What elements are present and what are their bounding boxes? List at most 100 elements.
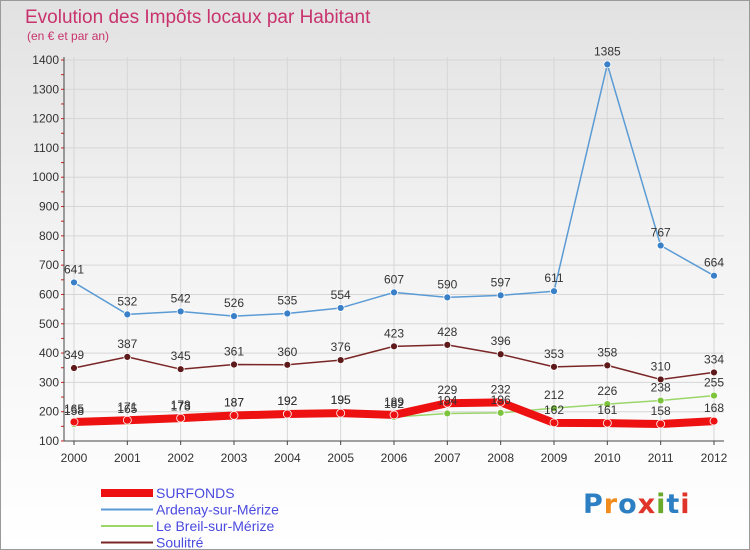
logo-letter: t [666,489,681,520]
y-tick-label: 1300 [32,82,59,96]
data-label: 255 [704,376,724,390]
data-point [230,312,238,321]
data-point [496,350,505,359]
y-tick-label: 1100 [33,141,59,155]
x-tick-label: 2011 [648,451,674,465]
data-label: 162 [544,403,564,417]
data-point [123,310,132,319]
data-label: 387 [117,337,137,351]
data-label: 1385 [594,44,621,58]
data-label: 310 [651,359,671,373]
data-point [230,360,238,369]
data-point [709,416,719,426]
data-point [656,396,665,405]
data-point [443,293,452,302]
data-label: 212 [544,388,564,402]
series-group [69,60,719,429]
data-point [443,340,452,349]
data-label: 535 [277,294,297,308]
logo-letter: o [618,489,638,520]
data-point [496,291,505,300]
data-label: 532 [117,294,137,308]
data-point [176,365,185,374]
y-tick-label: 700 [39,258,59,272]
data-label: 171 [117,400,137,414]
data-point [549,418,559,428]
data-label: 334 [704,352,724,366]
data-label: 187 [224,396,244,410]
data-label: 345 [171,349,191,363]
x-tick-label: 2003 [221,451,248,465]
data-label: 229 [437,383,457,397]
data-label: 767 [651,226,671,240]
data-label: 195 [331,393,351,407]
data-point [390,288,398,297]
data-point [603,60,612,69]
logo-letter: i [680,489,691,520]
x-tick-label: 2008 [487,451,514,465]
data-point [229,411,239,420]
y-tick-label: 900 [39,200,59,214]
data-label: 428 [437,325,457,339]
data-label: 376 [331,340,351,354]
data-label: 194 [437,393,457,407]
x-tick-label: 2009 [541,451,568,465]
legend-label: Le Breil-sur-Mérize [156,518,274,534]
y-tick-label: 1400 [32,53,59,67]
data-label: 664 [704,256,724,270]
logo-letter: P [583,489,604,520]
data-point [603,361,612,370]
data-point [122,415,132,425]
chart-subtitle: (en € et par an) [27,29,109,43]
proxiti-logo: Proxiti [583,489,691,520]
chart-title: Evolution des Impôts locaux par Habitant [25,7,371,28]
y-tick-label: 1200 [32,112,59,126]
data-label: 173 [171,400,191,414]
data-label: 158 [64,404,84,418]
data-label: 192 [277,394,297,408]
data-label: 526 [224,296,244,310]
y-tick-label: 800 [39,229,59,243]
data-point [656,419,666,429]
data-label: 607 [384,272,404,286]
data-point [656,375,665,384]
x-tick-label: 2005 [327,451,354,465]
data-label: 361 [224,345,244,359]
y-tick-label: 600 [39,287,59,301]
data-label: 611 [544,271,563,285]
data-label: 396 [491,334,511,348]
data-label: 597 [491,275,511,289]
data-point [123,352,132,361]
data-label: 423 [384,326,404,340]
data-point [602,418,612,428]
data-point [656,241,665,250]
x-tick-label: 2007 [434,451,461,465]
data-label: 168 [704,401,724,415]
data-label: 554 [331,288,351,302]
data-label: 196 [491,393,511,407]
y-tick-label: 100 [39,434,59,448]
y-tick-label: 200 [39,405,59,419]
data-point [710,368,718,377]
data-point [550,362,558,371]
data-label: 192 [277,394,297,408]
y-tick-label: 1000 [32,170,59,184]
data-label: 360 [277,345,297,359]
data-label: 165 [64,402,84,416]
data-point [442,398,452,408]
data-labels: 641 532 542 526 535 554 607 590 597 611 1385 767 664… [64,44,724,418]
x-tick-label: 2010 [594,451,621,465]
data-point [176,413,186,423]
y-tick-label: 400 [39,346,59,360]
data-label: 195 [331,393,351,407]
logo-letter: x [637,489,657,520]
data-point [710,271,718,280]
data-label: 358 [597,345,617,359]
data-point [550,287,558,296]
x-tick-label: 2000 [61,451,88,465]
data-label: 238 [651,381,671,395]
data-point [443,409,452,418]
data-label: 349 [64,348,84,362]
